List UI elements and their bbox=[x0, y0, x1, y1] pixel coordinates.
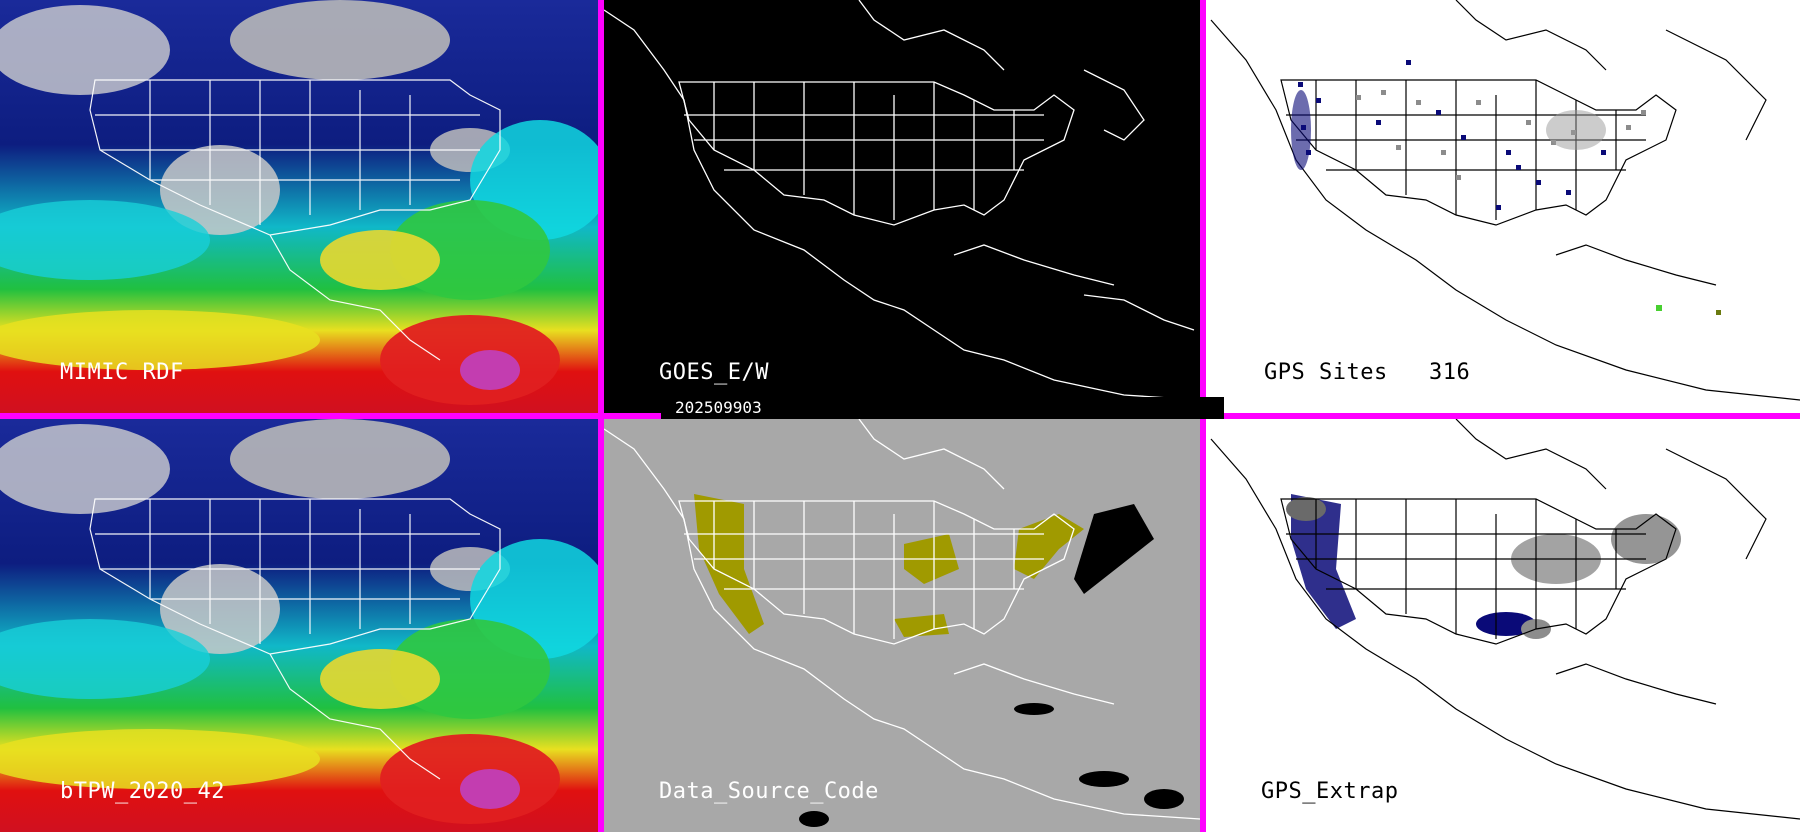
goes-map bbox=[604, 0, 1200, 401]
data-source-regions bbox=[694, 494, 1084, 637]
panel-label-goes: GOES_E/W bbox=[659, 360, 769, 385]
gps-sites-label: GPS Sites bbox=[1264, 360, 1388, 385]
panel-label-gps-extrap: GPS_Extrap bbox=[1261, 779, 1399, 804]
mimic-rdf-map bbox=[0, 0, 598, 413]
btpw-map bbox=[0, 419, 598, 832]
gps-sites-count: 316 bbox=[1428, 360, 1471, 385]
mimic-rdf-panel: MIMIC RDF bbox=[0, 0, 598, 413]
goes-panel: GOES_E/W bbox=[604, 0, 1200, 413]
date-stamp: 202509903 bbox=[661, 397, 1224, 419]
gps-extrap-fields bbox=[1286, 494, 1681, 639]
gps-extrap-map bbox=[1210, 419, 1800, 820]
panel-label-btpw: bTPW_2020_42 bbox=[60, 779, 225, 804]
panel-label-gps-sites: GPS Sites 316 bbox=[1264, 360, 1470, 385]
data-source-panel: Data_Source_Code bbox=[604, 419, 1200, 832]
data-source-map bbox=[604, 419, 1200, 827]
panel-label-mimic: MIMIC RDF bbox=[60, 360, 184, 385]
gps-extrap-panel: GPS_Extrap bbox=[1206, 419, 1800, 832]
gps-sites-panel: GPS Sites 316 bbox=[1206, 0, 1800, 413]
gps-sites-map bbox=[1210, 0, 1800, 401]
data-source-missing bbox=[799, 504, 1184, 827]
btpw-panel: bTPW_2020_42 bbox=[0, 419, 598, 832]
panel-label-data-source: Data_Source_Code bbox=[659, 779, 879, 804]
